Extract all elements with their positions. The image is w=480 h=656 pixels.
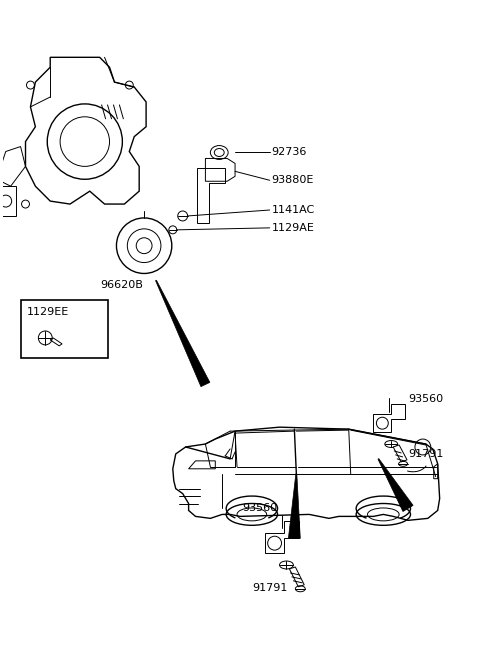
Text: 96620B: 96620B [100,280,143,291]
FancyBboxPatch shape [21,300,108,358]
Text: 1129EE: 1129EE [26,307,69,317]
Text: 1129AE: 1129AE [272,223,314,233]
Polygon shape [156,280,210,386]
Polygon shape [378,459,413,512]
Text: 92736: 92736 [272,148,307,157]
Polygon shape [289,567,304,586]
Text: 91791: 91791 [408,449,444,459]
Text: 1141AC: 1141AC [272,205,315,215]
Polygon shape [393,445,407,462]
Text: 93880E: 93880E [272,175,314,185]
Text: 93560: 93560 [408,394,443,404]
Polygon shape [288,474,300,539]
Text: 91791: 91791 [252,583,288,593]
Text: 93560: 93560 [242,503,277,514]
